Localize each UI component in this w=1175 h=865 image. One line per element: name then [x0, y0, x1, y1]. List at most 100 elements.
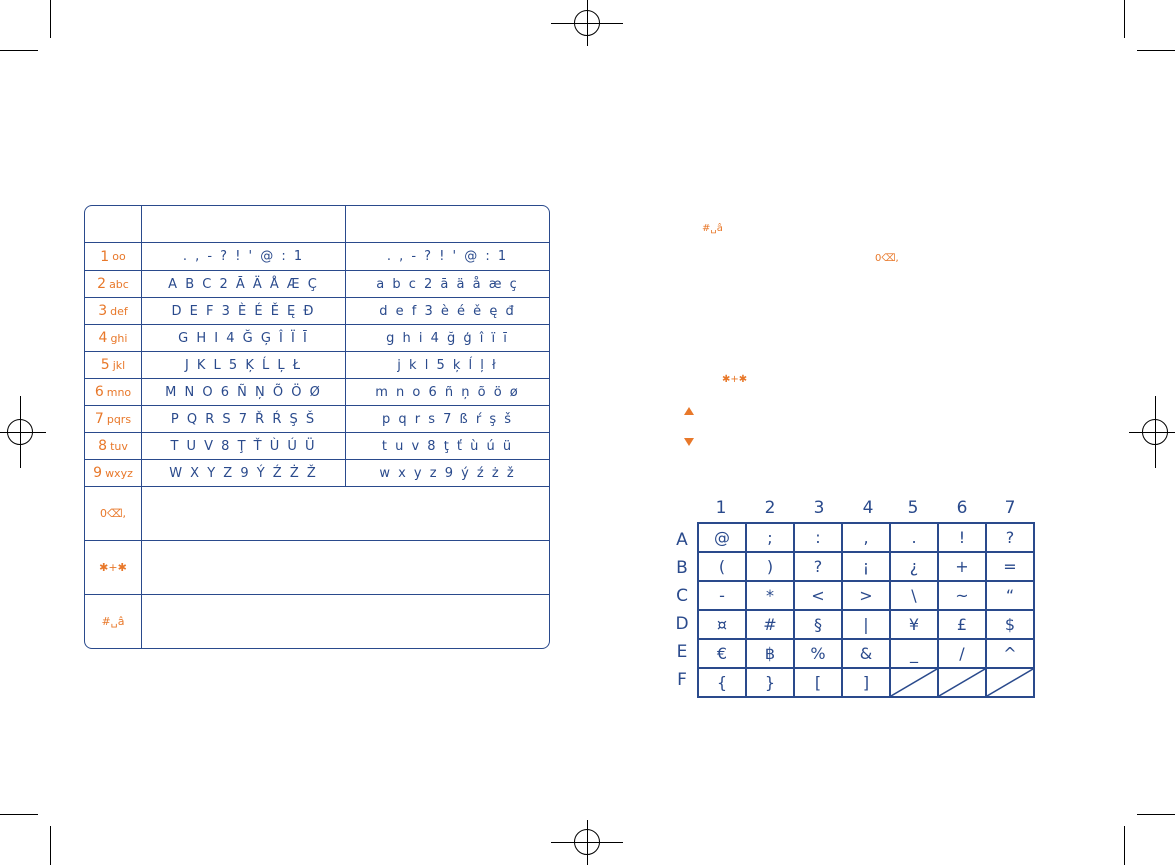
symbol-cell: { [697, 667, 747, 698]
key-6-icon: 6 mno [94, 384, 132, 400]
symbol-cell: ? [985, 522, 1035, 553]
key-hash-icon: #␣â [101, 615, 125, 628]
star-key-icon: ✱+✱ [722, 374, 748, 385]
symbol-cell: > [841, 580, 891, 611]
lower-chars-key-5: j k l 5 ķ ĺ ļ ł [397, 357, 498, 373]
symbol-cell: ~ [937, 580, 987, 611]
symbol-cell: _ [889, 638, 939, 669]
upper-chars-key-2: A B C 2 Ā Ä Å Æ Ç [168, 276, 319, 292]
key-1-icon: 1 oo [100, 248, 126, 265]
symbol-cell: | [841, 609, 891, 640]
upper-chars-key-1: . , - ? ! ' @ : 1 [182, 249, 305, 264]
table-row: € ฿ % & _ / ^ [697, 638, 1035, 669]
empty-symbol-cell [889, 667, 939, 698]
key-5-icon: 5 jkl [100, 357, 126, 373]
key-star-description [142, 541, 549, 594]
grid-row-header: C [676, 586, 688, 606]
key-7-icon: 7 pqrs [94, 411, 132, 427]
upper-chars-key-5: J K L 5 Ķ Ĺ Ļ Ł [184, 357, 303, 373]
key-2-icon: 2 abc [97, 276, 129, 292]
crop-mark [50, 826, 51, 865]
symbol-cell: * [745, 580, 795, 611]
symbol-cell: < [793, 580, 843, 611]
symbol-cell: / [937, 638, 987, 669]
down-arrow-icon [684, 438, 694, 446]
grid-column-header: 1 [715, 498, 727, 518]
lower-chars-key-3: d e f 3 è é ě ę đ [379, 303, 516, 319]
symbol-cell: ฿ [745, 638, 795, 669]
symbol-cell: . [889, 522, 939, 553]
symbol-cell: ! [937, 522, 987, 553]
symbol-cell: ] [841, 667, 891, 698]
symbol-cell: # [745, 609, 795, 640]
key-4-icon: 4 ghi [98, 330, 128, 346]
symbol-cell: $ [985, 609, 1035, 640]
grid-column-header: 3 [813, 498, 825, 518]
upper-chars-key-9: W X Y Z 9 Ý Ź Ż Ž [169, 465, 318, 481]
up-arrow-icon [684, 407, 694, 415]
grid-column-header: 5 [907, 498, 919, 518]
symbol-cell: : [793, 522, 843, 553]
hash-key-icon: #␣â [702, 223, 723, 234]
grid-column-header: 7 [1004, 498, 1016, 518]
lower-chars-key-7: p q r s 7 ß ŕ ş š [381, 411, 514, 427]
symbol-cell: € [697, 638, 747, 669]
crop-mark [1124, 0, 1125, 38]
crop-mark [1137, 50, 1175, 51]
symbol-cell: , [841, 522, 891, 553]
table-header-lower [346, 206, 549, 242]
lower-chars-key-9: w x y z 9 ý ź ż ž [379, 465, 516, 481]
empty-symbol-cell [985, 667, 1035, 698]
diagonal-slash-icon [987, 669, 1033, 696]
lower-chars-key-6: m n o 6 ñ ņ õ ö ø [375, 384, 520, 400]
symbol-cell: [ [793, 667, 843, 698]
symbol-cell: ? [793, 551, 843, 582]
upper-chars-key-8: T U V 8 Ţ Ť Ù Ú Ü [170, 438, 317, 454]
grid-row-header: D [675, 614, 689, 634]
table-header-key [85, 206, 141, 242]
symbol-cell: £ [937, 609, 987, 640]
table-row: @ ; : , . ! ? [697, 522, 1035, 553]
grid-row-header: E [676, 642, 688, 662]
key-hash-description [142, 595, 549, 648]
symbol-cell: “ [985, 580, 1035, 611]
lower-chars-key-4: g h i 4 ğ ģ î ï ī [386, 330, 509, 346]
table-row: { } [ ] [697, 667, 1035, 698]
symbol-cell: ( [697, 551, 747, 582]
symbol-cell: § [793, 609, 843, 640]
symbol-cell: + [937, 551, 987, 582]
symbol-cell: \ [889, 580, 939, 611]
upper-chars-key-4: G H I 4 Ğ Ģ Î Ï Ī [178, 330, 309, 346]
symbol-cell: ¤ [697, 609, 747, 640]
key-0-icon: 0⌫, [99, 507, 127, 520]
empty-symbol-cell [937, 667, 987, 698]
grid-row-header: A [676, 530, 688, 550]
grid-column-header: 4 [862, 498, 874, 518]
upper-chars-key-7: P Q R S 7 Ř Ŕ Ş Š [170, 411, 317, 427]
symbol-cell: @ [697, 522, 747, 553]
symbol-cell: ) [745, 551, 795, 582]
diagonal-slash-icon [891, 669, 937, 696]
lower-chars-key-2: a b c 2 ā ä å æ ç [376, 276, 519, 292]
symbol-table: @ ; : , . ! ? ( ) ? ¡ ¿ + = - * < > \ ~ … [697, 522, 1035, 698]
grid-row-header: B [676, 558, 688, 578]
symbol-cell: ¡ [841, 551, 891, 582]
lower-chars-key-8: t u v 8 ţ ť ù ú ü [381, 438, 514, 454]
crop-mark [0, 814, 38, 815]
diagonal-slash-icon [939, 669, 985, 696]
key-0-description [142, 487, 549, 540]
symbol-cell: ¥ [889, 609, 939, 640]
symbol-cell: % [793, 638, 843, 669]
symbol-cell: ¿ [889, 551, 939, 582]
upper-chars-key-3: D E F 3 È É Ě Ę Đ [171, 303, 316, 319]
upper-chars-key-6: M N O 6 Ñ Ņ Õ Ö Ø [165, 384, 322, 400]
grid-row-header: F [677, 670, 687, 690]
table-row: - * < > \ ~ “ [697, 580, 1035, 611]
key-3-icon: 3 def [98, 303, 128, 319]
symbol-cell: ; [745, 522, 795, 553]
key-8-icon: 8 tuv [98, 438, 128, 454]
symbol-cell: = [985, 551, 1035, 582]
symbol-cell: - [697, 580, 747, 611]
crop-mark [50, 0, 51, 38]
table-header-upper [142, 206, 345, 242]
